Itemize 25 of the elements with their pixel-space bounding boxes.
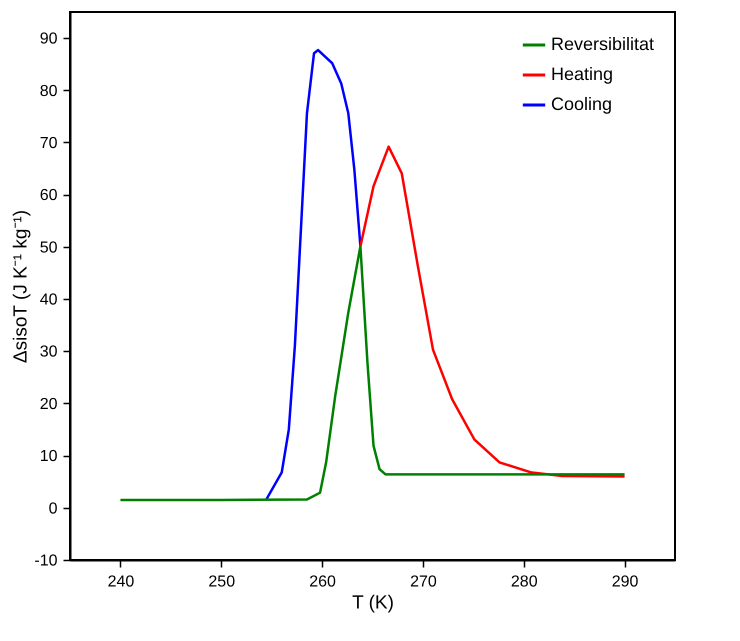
y-tick-label: 40 <box>40 292 58 309</box>
x-tick-label: 290 <box>612 574 639 590</box>
x-tick-label: 240 <box>108 574 134 590</box>
y-tick-label: 30 <box>40 344 58 361</box>
y-axis-title: ΔsisoT (J K⁻¹ kg⁻¹) <box>10 210 32 364</box>
x-tick-label: 270 <box>410 574 437 590</box>
y-tick-label: 10 <box>40 448 58 466</box>
x-axis-title: T (K) <box>352 592 394 614</box>
legend-label: Reversibilitat <box>551 34 654 54</box>
x-tick-label: 250 <box>208 574 236 590</box>
line-series <box>359 145 626 478</box>
y-tick-label: 50 <box>40 239 58 256</box>
line-series <box>119 245 626 502</box>
y-tick-label: 70 <box>40 134 58 152</box>
y-tick-label: 80 <box>40 82 58 100</box>
legend-label: Cooling <box>551 94 612 114</box>
line-series <box>265 48 362 500</box>
y-tick-label: 0 <box>48 500 58 518</box>
y-tick-label: 20 <box>40 396 58 413</box>
legend-label: Heating <box>551 64 614 84</box>
y-tick-label: 90 <box>40 30 58 48</box>
y-tick-label: 60 <box>40 187 58 204</box>
y-tick-label: -10 <box>34 552 58 570</box>
x-tick-label: 260 <box>309 574 336 590</box>
x-tick-label: 280 <box>510 574 538 590</box>
